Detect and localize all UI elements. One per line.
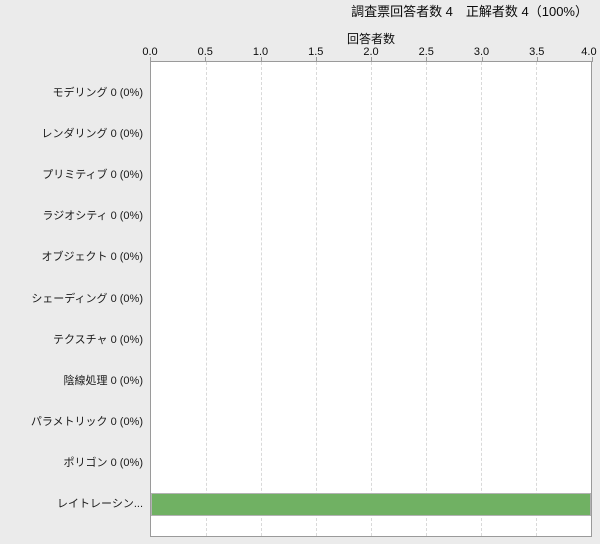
tick-label: 3.5 xyxy=(529,46,545,58)
category-label: ポリゴン 0 (0%) xyxy=(63,457,143,470)
x-axis-ticks: 0.0 0.5 1.0 1.5 2.0 2.5 3.0 3.5 4.0 xyxy=(142,46,597,62)
x-axis-label: 回答者数 xyxy=(346,32,395,46)
tick-mark xyxy=(315,57,317,62)
tick-mark xyxy=(481,57,483,62)
tick-label: 3.0 xyxy=(473,46,490,58)
tick-label: 1.0 xyxy=(252,46,269,58)
bar-row xyxy=(151,237,591,278)
bar-row xyxy=(151,443,591,484)
plot-area xyxy=(150,61,592,537)
gridline xyxy=(481,62,482,536)
bar-row xyxy=(151,154,591,195)
tick-label: 0.5 xyxy=(197,46,213,58)
tick-mark xyxy=(260,57,262,62)
category-label: オブジェクト 0 (0%) xyxy=(41,251,143,264)
category-label: プリミティブ 0 (0%) xyxy=(42,168,143,181)
chart-title: 調査票回答者数 4 正解者数 4（100%） xyxy=(351,4,588,19)
gridline xyxy=(426,62,427,536)
bar-rows xyxy=(151,72,591,525)
tick-mark xyxy=(150,57,151,62)
gridline xyxy=(316,62,317,536)
tick-mark xyxy=(205,57,207,62)
gridline xyxy=(261,62,262,536)
category-label: 陰線処理 0 (0%) xyxy=(63,374,143,387)
category-label: ラジオシティ 0 (0%) xyxy=(42,210,143,223)
tick-mark xyxy=(371,57,372,62)
category-label: テクスチャ 0 (0%) xyxy=(52,333,143,346)
tick-mark xyxy=(536,57,538,62)
bar-row xyxy=(151,319,591,360)
bar-row xyxy=(151,360,591,401)
tick-mark xyxy=(592,57,593,62)
category-label: モデリング 0 (0%) xyxy=(52,86,143,99)
gridline xyxy=(371,62,372,536)
tick-label: 4.0 xyxy=(581,46,597,58)
bar xyxy=(151,492,591,516)
tick-label: 2.0 xyxy=(363,46,379,58)
bar-row xyxy=(151,484,591,525)
category-label: シェーディング 0 (0%) xyxy=(31,292,143,305)
tick-label: 0.0 xyxy=(142,46,158,58)
bar-row xyxy=(151,402,591,443)
tick-mark xyxy=(426,57,428,62)
category-label: レンダリング 0 (0%) xyxy=(41,127,143,140)
bar-row xyxy=(151,278,591,319)
bar-row xyxy=(151,196,591,237)
gridline xyxy=(536,62,537,536)
gridline xyxy=(206,62,207,536)
category-axis: モデリング 0 (0%) レンダリング 0 (0%) プリミティブ 0 (0%) ラジ… xyxy=(0,71,147,524)
bar-row xyxy=(151,113,591,154)
tick-label: 1.5 xyxy=(308,46,324,58)
tick-label: 2.5 xyxy=(418,46,434,58)
category-label: レイトレーシン... xyxy=(57,498,143,511)
bar-row xyxy=(151,72,591,113)
category-label: パラメトリック 0 (0%) xyxy=(30,416,143,429)
